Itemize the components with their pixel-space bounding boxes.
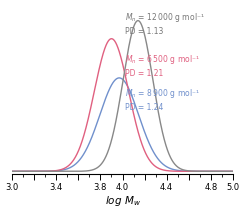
Text: $M_n$ = 6 500 g mol⁻¹
PD = 1.21: $M_n$ = 6 500 g mol⁻¹ PD = 1.21 (125, 53, 200, 78)
Text: $M_n$ = 8 900 g mol⁻¹
PD = 1.24: $M_n$ = 8 900 g mol⁻¹ PD = 1.24 (125, 87, 200, 112)
Text: $M_n$ = 12 000 g mol⁻¹
PD = 1.13: $M_n$ = 12 000 g mol⁻¹ PD = 1.13 (125, 11, 205, 36)
X-axis label: log $M_w$: log $M_w$ (105, 195, 141, 208)
